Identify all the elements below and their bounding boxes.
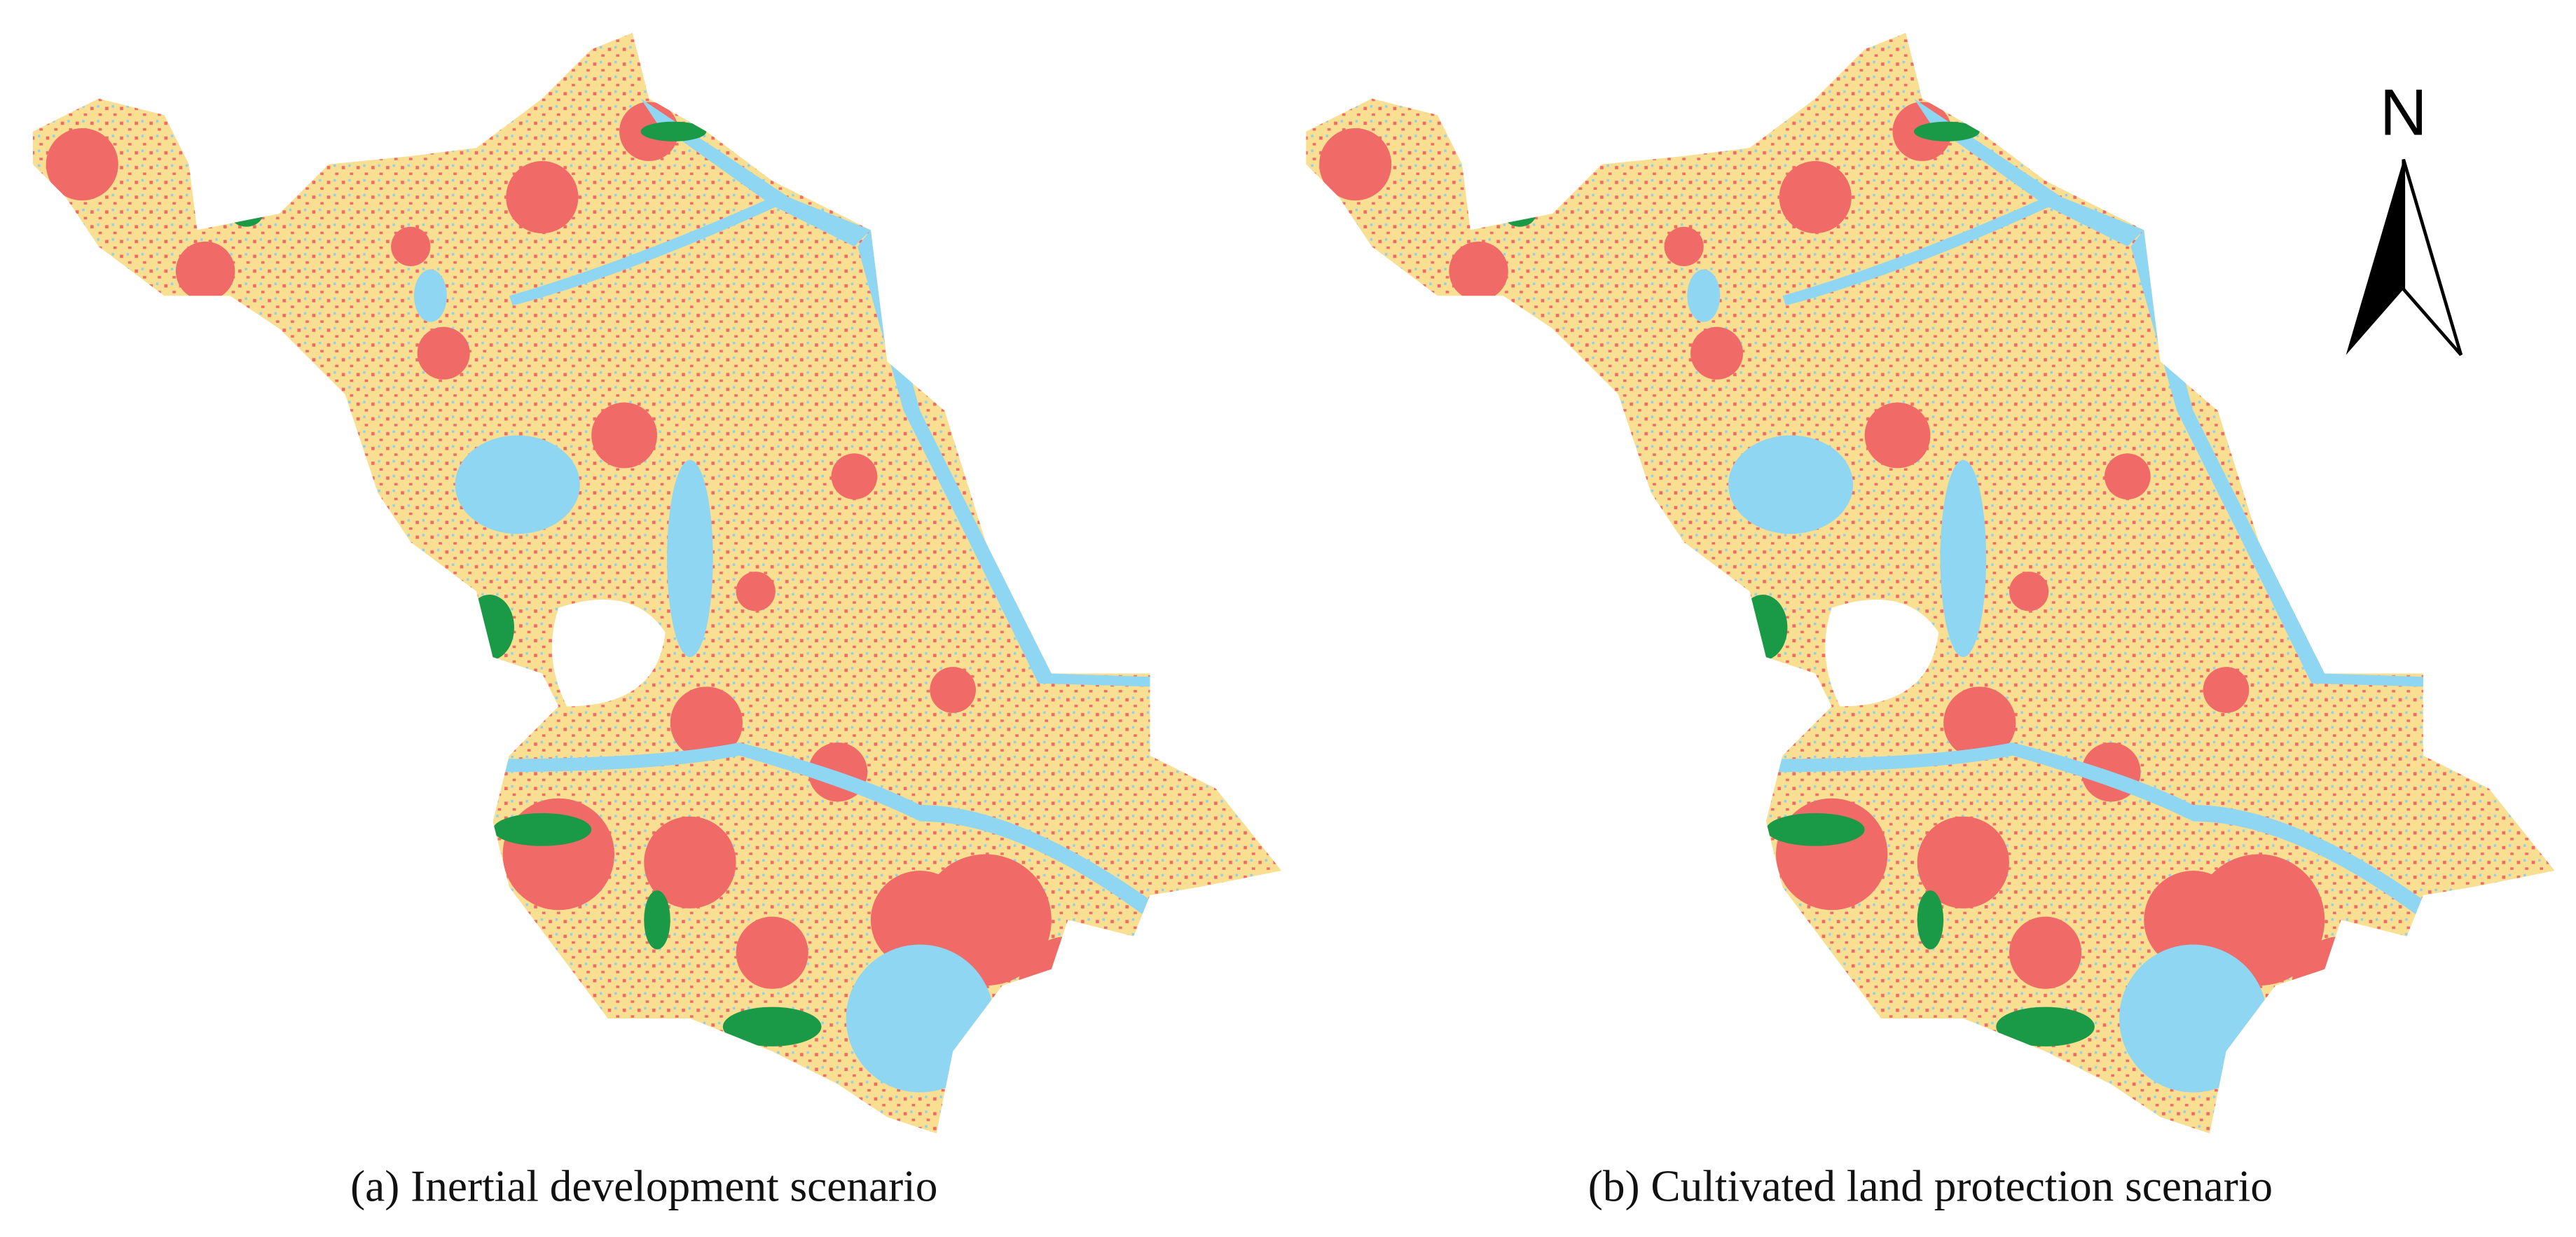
- map-panel-b: [1273, 0, 2576, 1237]
- arrow-right-half: [2402, 158, 2463, 357]
- north-arrow: N: [2346, 75, 2463, 357]
- map-panel-a: [0, 0, 1314, 1237]
- north-label: N: [2380, 75, 2427, 148]
- panel-caption: (a) Inertial development scenario: [350, 1161, 937, 1210]
- panel-caption: (b) Cultivated land protection scenario: [1588, 1161, 2273, 1210]
- arrow-left-half: [2346, 159, 2404, 355]
